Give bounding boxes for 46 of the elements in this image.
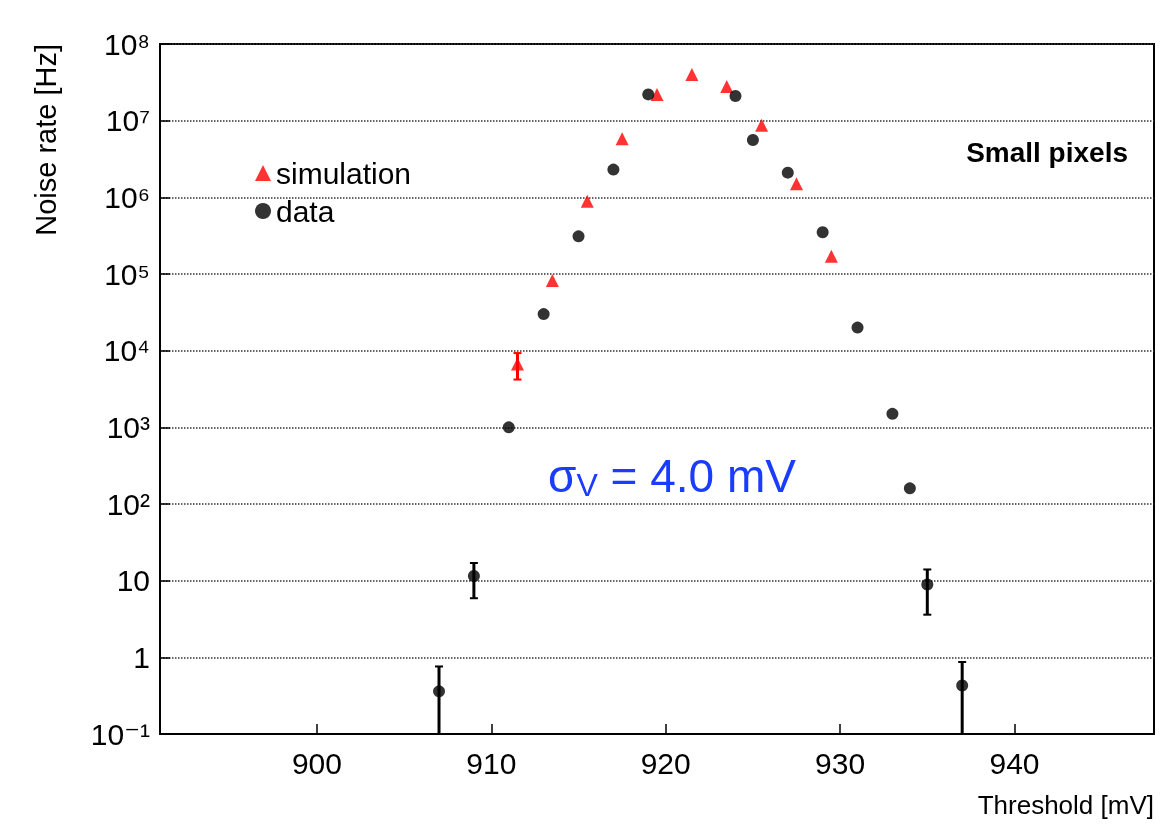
point (729, 89, 742, 102)
point (903, 482, 916, 495)
point (720, 79, 734, 93)
legend-label: simulation (276, 156, 412, 190)
point (572, 230, 585, 243)
y-tick-label: 10 (116, 564, 150, 598)
x-tick-label: 940 (989, 746, 1040, 780)
y-tick-label: 10⁻¹ (90, 717, 150, 751)
point (502, 421, 515, 434)
y-tick-label: 10⁶ (104, 180, 150, 214)
annotation: σV = 4.0 mV (548, 450, 797, 503)
legend-label: data (276, 194, 335, 228)
point (851, 321, 864, 334)
y-tick-label: 10² (106, 487, 151, 521)
point (467, 570, 480, 583)
x-tick-label: 900 (291, 746, 342, 780)
point (607, 163, 620, 176)
x-tick-label: 910 (466, 746, 517, 780)
y-axis-title: Noise rate [Hz] (30, 44, 62, 236)
y-tick-label: 10⁷ (105, 104, 150, 138)
point (781, 166, 794, 179)
point (755, 118, 769, 132)
point (537, 308, 550, 321)
point (580, 194, 594, 208)
x-tick-label: 930 (815, 746, 866, 780)
y-tick-label: 10⁸ (103, 27, 150, 61)
x-tick-label: 920 (640, 746, 691, 780)
point (816, 226, 829, 239)
point (433, 685, 446, 698)
point (650, 87, 664, 101)
x-axis-title: Threshold [mV] (977, 790, 1154, 820)
point (824, 249, 838, 263)
point (615, 132, 629, 146)
point (956, 679, 969, 692)
point (685, 68, 699, 82)
point (642, 88, 655, 101)
point (790, 177, 804, 191)
point (886, 407, 899, 420)
y-tick-label: 1 (133, 640, 150, 674)
y-tick-label: 10³ (106, 410, 151, 444)
annotation: Small pixels (966, 136, 1129, 168)
point (921, 578, 934, 591)
point (746, 133, 759, 146)
point (545, 274, 559, 288)
y-tick-label: 10⁴ (103, 334, 150, 368)
y-tick-label: 10⁵ (104, 257, 150, 291)
